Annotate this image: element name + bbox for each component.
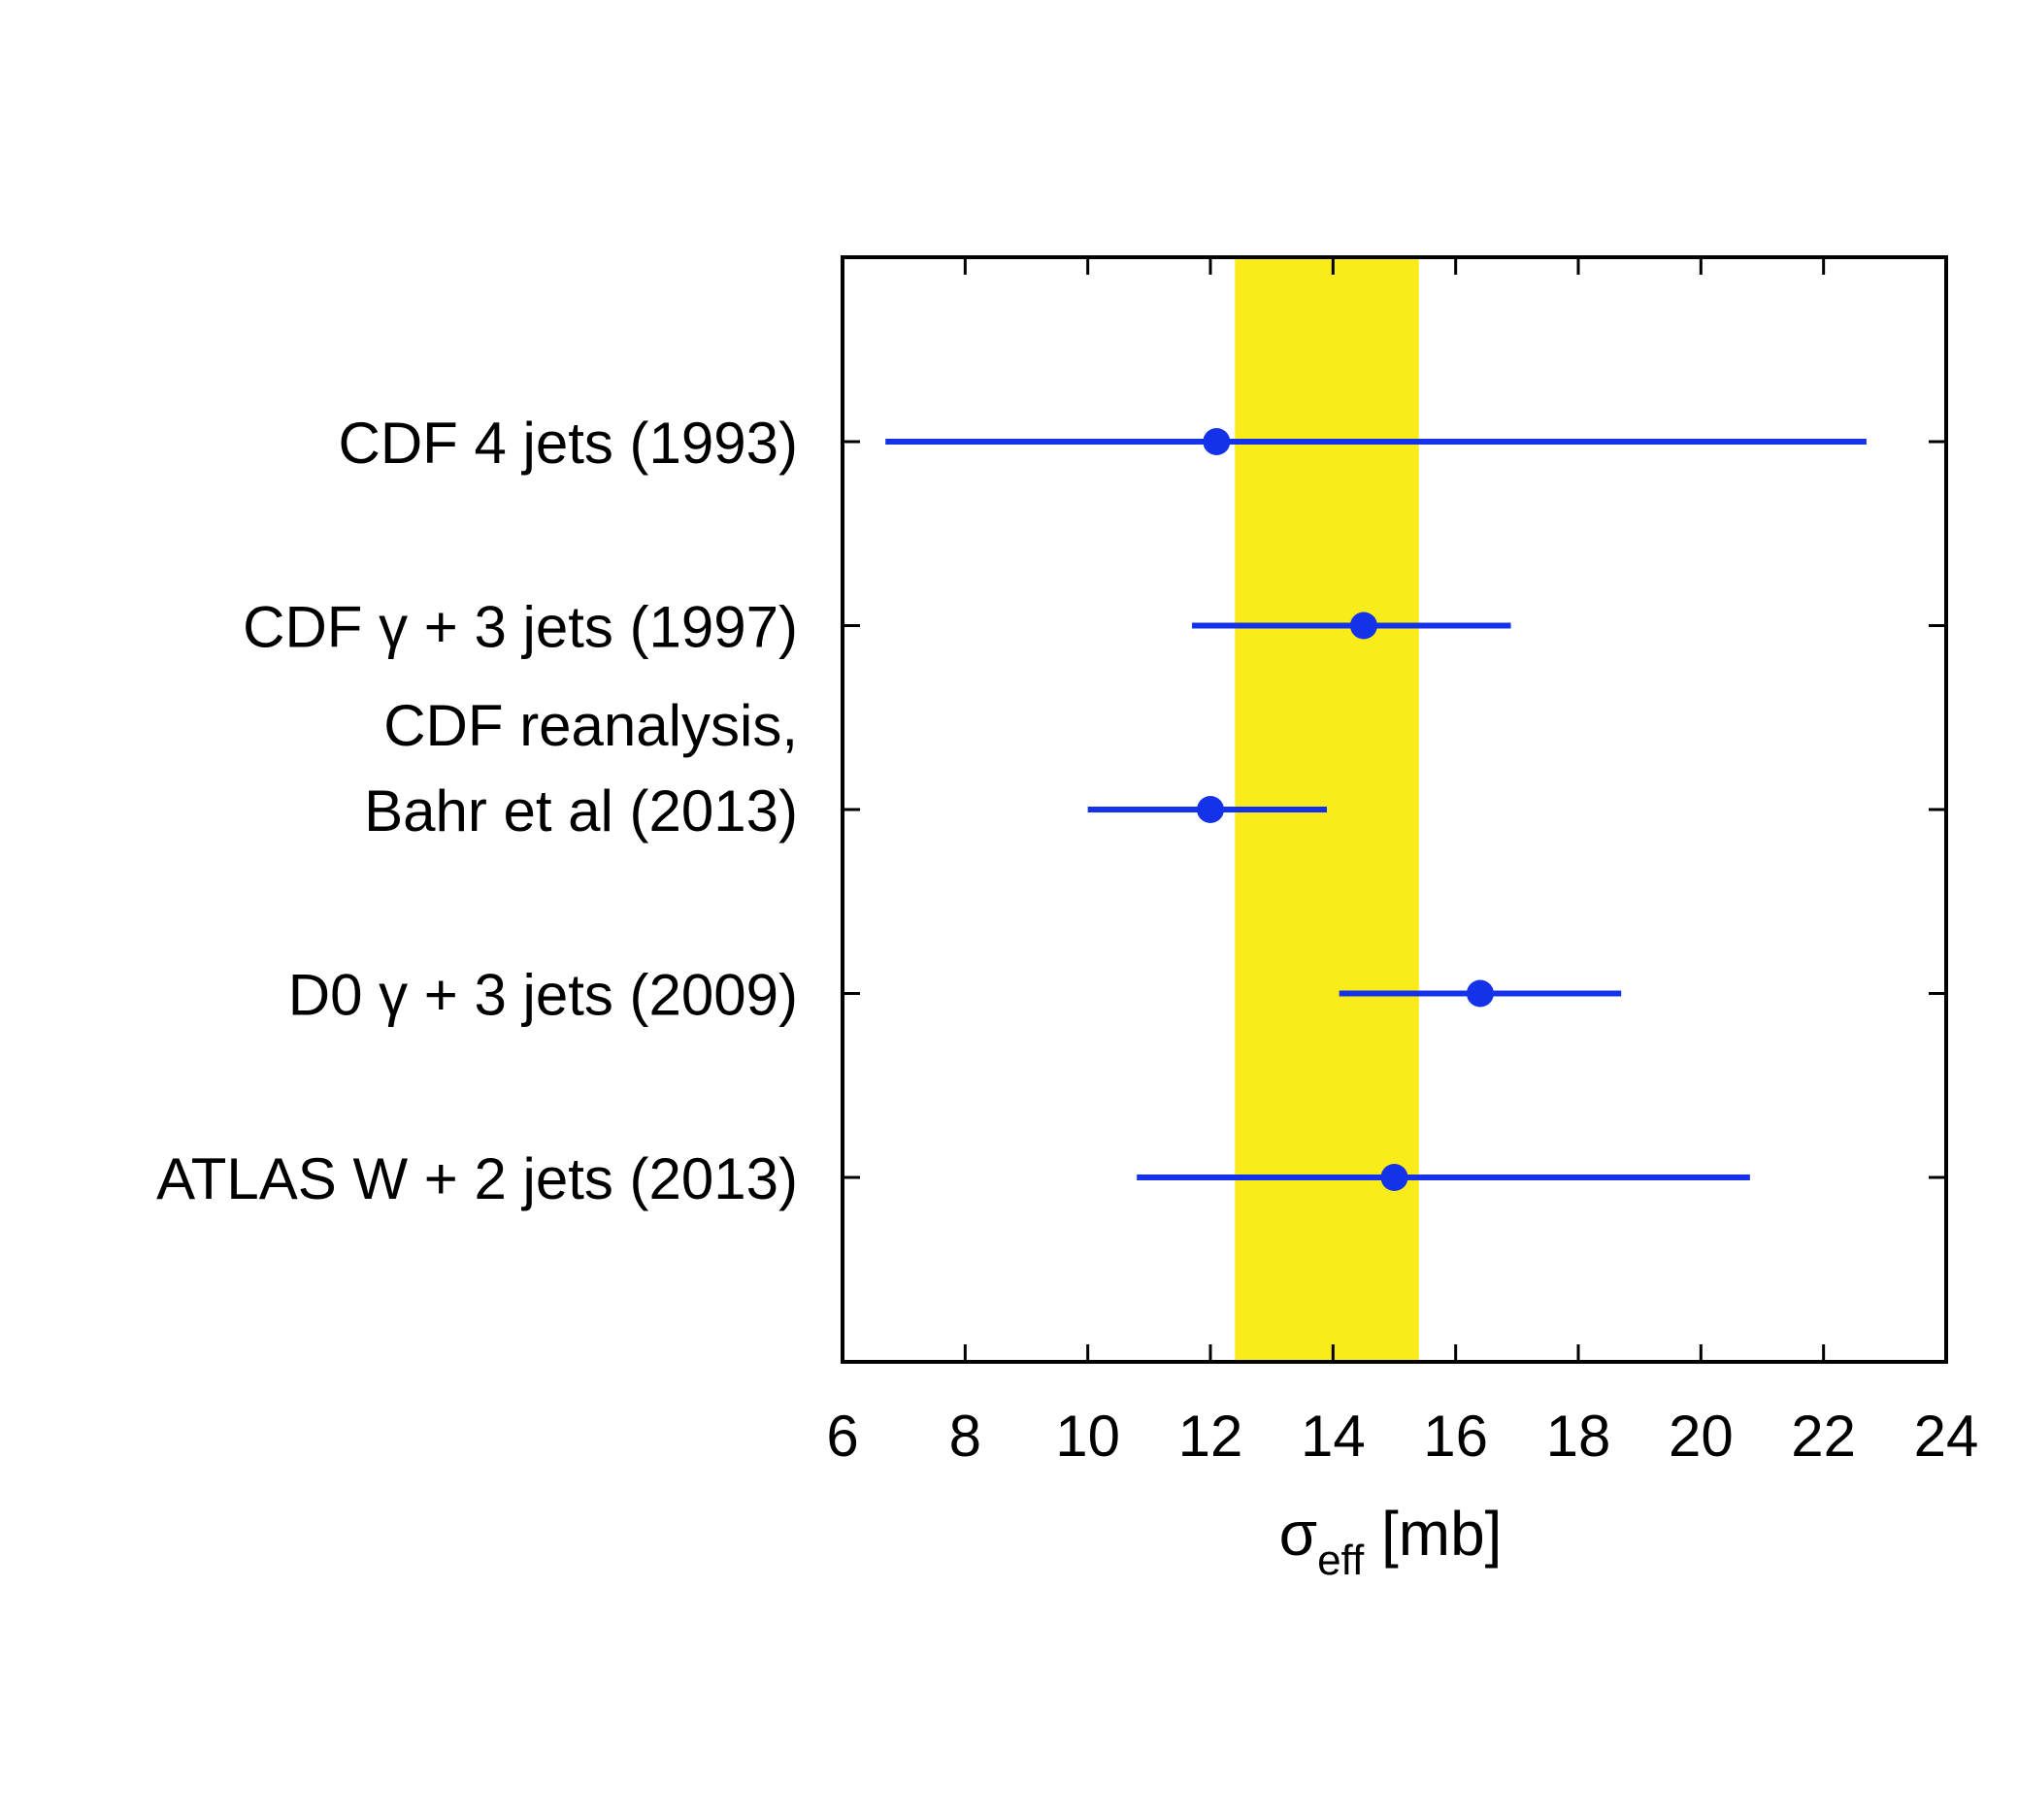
category-labels: CDF 4 jets (1993) CDF γ + 3 jets (1997) CD… (156, 411, 798, 1211)
category-label: CDF γ + 3 jets (1997) (243, 595, 798, 660)
category-label: ATLAS W + 2 jets (2013) (156, 1146, 798, 1211)
x-tick-label: 18 (1546, 1404, 1611, 1469)
x-tick-label: 10 (1055, 1404, 1120, 1469)
plot-frame (841, 255, 1948, 1364)
data-point (1203, 428, 1231, 455)
x-tick-label: 16 (1423, 1404, 1488, 1469)
x-tick-label: 14 (1301, 1404, 1366, 1469)
x-axis-subscript: eff (1317, 1537, 1365, 1584)
category-label: Bahr et al (2013) (364, 778, 798, 844)
x-tick-label: 6 (826, 1404, 858, 1469)
category-label: CDF reanalysis, (383, 693, 798, 758)
x-tick-label: 12 (1178, 1404, 1243, 1469)
x-axis-symbol: σ (1279, 1499, 1318, 1569)
x-axis-unit: [mb] (1364, 1499, 1502, 1569)
x-tick-label: 8 (949, 1404, 981, 1469)
data-point (1380, 1164, 1408, 1191)
category-label: CDF 4 jets (1993) (339, 411, 799, 476)
category-label: D0 γ + 3 jets (2009) (288, 963, 798, 1028)
x-axis-label: σeff [mb] (1279, 1499, 1503, 1584)
data-point (1349, 612, 1377, 640)
data-point (1466, 979, 1494, 1008)
x-tick-labels: 6 8 10 12 14 16 18 20 22 24 (826, 1404, 1978, 1469)
data-points (1197, 428, 1494, 1191)
x-tick-label: 24 (1914, 1404, 1979, 1469)
data-point (1197, 796, 1224, 823)
x-tick-label: 20 (1669, 1404, 1734, 1469)
x-tick-label: 22 (1791, 1404, 1856, 1469)
